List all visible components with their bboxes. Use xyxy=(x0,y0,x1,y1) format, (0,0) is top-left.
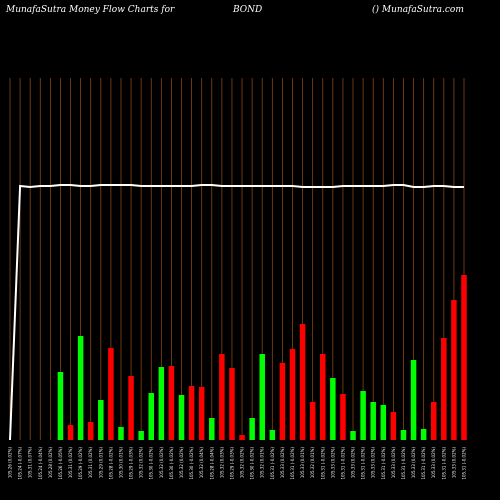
money-flow-bar xyxy=(188,386,195,440)
x-tick-label: 105.31 (-0.02%) xyxy=(441,447,446,480)
x-tick-label: 105.32 (0.02%) xyxy=(159,447,164,479)
x-tick-label: 105.32 (0.02%) xyxy=(139,447,144,479)
x-tick-label: 105.31 (0.02%) xyxy=(68,447,73,479)
money-flow-bar xyxy=(269,430,276,440)
money-flow-bar xyxy=(350,431,356,440)
x-tick-label: 105.31 (-0.02%) xyxy=(401,447,406,480)
x-tick-label: 105.33 (0.02%) xyxy=(451,447,456,479)
x-tick-label: 105.29 (0.01%) xyxy=(98,447,103,479)
money-flow-bar xyxy=(108,348,114,440)
x-tick-label: 105.30 (-0.02%) xyxy=(149,447,154,480)
x-tick-label: 105.33 (0.02%) xyxy=(431,447,436,479)
money-flow-bar xyxy=(168,366,175,440)
money-flow-bar xyxy=(340,394,346,440)
x-tick-label: 105.32 (0.02%) xyxy=(240,447,245,479)
money-flow-bar xyxy=(289,349,296,440)
money-flow-bar xyxy=(138,431,144,440)
money-flow-bar xyxy=(57,372,64,440)
money-flow-bar xyxy=(380,405,387,440)
x-tick-label: 105.31 (-0.02%) xyxy=(462,447,467,480)
x-tick-label: 105.26 (-0.05%) xyxy=(58,447,63,480)
x-tick-label: 105.31 (-0.02%) xyxy=(361,447,366,480)
money-flow-bar xyxy=(299,324,306,440)
line-layer xyxy=(9,184,464,441)
money-flow-bar xyxy=(148,393,154,440)
money-flow-bar xyxy=(410,360,417,440)
x-tick-label: 105.29 (-0.02%) xyxy=(78,447,83,480)
money-flow-bar xyxy=(370,402,376,440)
money-flow-bar xyxy=(309,402,316,440)
money-flow-bar xyxy=(320,354,326,440)
x-tick-label: 105.24 (-0.04%) xyxy=(38,447,43,480)
money-flow-bar xyxy=(259,354,265,440)
money-flow-bar xyxy=(420,429,427,440)
money-flow-bar xyxy=(118,427,124,440)
money-flow-bar xyxy=(451,300,457,440)
x-tick-label: 105.32 (0.04%) xyxy=(199,447,204,479)
x-tick-label: 105.30 (-0.02%) xyxy=(250,447,255,480)
money-flow-bar xyxy=(209,418,215,440)
x-tick-label: 105.31 (-0.02%) xyxy=(290,447,295,480)
x-tick-label: 105.31 (-0.02%) xyxy=(421,447,426,480)
x-tick-label: 105.30 (-0.02%) xyxy=(189,447,194,480)
money-flow-bar xyxy=(249,418,255,440)
money-flow-bar xyxy=(98,400,104,440)
x-tick-label: 105.24 (-0.07%) xyxy=(18,447,23,480)
header-symbol: BOND xyxy=(232,5,262,15)
x-tick-label: 105.28 (0.02%) xyxy=(48,447,53,479)
x-tick-label: 105.30 (0.01%) xyxy=(118,447,123,479)
money-flow-bar xyxy=(158,367,165,440)
money-flow-bar xyxy=(461,275,467,440)
x-tick-label: 105.29 (-0.03%) xyxy=(229,447,234,480)
x-tick-label: 105.31 (-0.02%) xyxy=(381,447,386,480)
price-line xyxy=(9,184,464,441)
money-flow-bar xyxy=(178,395,185,440)
x-tick-label: 105.28 (-0.04%) xyxy=(209,447,214,480)
x-tick-label: 105.29 (-0.03%) xyxy=(129,447,134,480)
x-tick-label: 105.33 (0.02%) xyxy=(351,447,356,479)
money-flow-bar xyxy=(67,425,74,440)
x-tick-label: 105.31 (0.07%) xyxy=(28,447,33,479)
x-tick-label: 105.33 (0.02%) xyxy=(330,447,335,479)
x-tick-label: 105.33 (0.01%) xyxy=(300,447,305,479)
tick-layer: 105.26 (0.02%) 105.24 (-0.07%) 105.31 (0.0… xyxy=(8,447,467,480)
x-tick-label: 105.32 (0.02%) xyxy=(179,447,184,479)
money-flow-bar xyxy=(87,422,94,440)
money-flow-bar xyxy=(128,376,134,440)
x-tick-label: 105.26 (0.02%) xyxy=(8,447,13,479)
x-tick-label: 105.32 (0.01%) xyxy=(310,447,315,479)
x-tick-label: 105.33 (0.02%) xyxy=(411,447,416,479)
x-tick-label: 105.33 (0.02%) xyxy=(371,447,376,479)
money-flow-bar xyxy=(330,378,336,440)
money-flow-bar xyxy=(400,430,407,440)
money-flow-bar xyxy=(219,354,225,440)
money-flow-bar xyxy=(198,387,205,440)
x-tick-label: 105.31 (-0.02%) xyxy=(320,447,325,480)
money-flow-bar xyxy=(390,412,397,440)
x-tick-label: 105.30 (-0.02%) xyxy=(169,447,174,480)
money-flow-bar xyxy=(360,391,366,440)
x-tick-label: 105.33 (0.02%) xyxy=(391,447,396,479)
money-flow-bar xyxy=(279,363,286,440)
header-site-text: () MunafaSutra.com xyxy=(372,4,464,15)
x-tick-label: 105.31 (-0.02%) xyxy=(270,447,275,480)
bar-layer xyxy=(57,275,467,440)
x-tick-label: 105.31 (-0.02%) xyxy=(340,447,345,480)
money-flow-bar xyxy=(430,402,437,440)
x-tick-label: 105.33 (0.02%) xyxy=(280,447,285,479)
money-flow-bar xyxy=(77,336,84,440)
money-flow-bar xyxy=(239,435,245,440)
x-tick-label: 105.28 (-0.02%) xyxy=(108,447,113,480)
money-flow-bar xyxy=(229,368,235,440)
header-left-text: MunafaSutra Money Flow Charts for xyxy=(5,5,175,15)
x-tick-label: 105.32 (0.03%) xyxy=(219,447,224,479)
x-tick-label: 105.32 (0.01%) xyxy=(260,447,265,479)
money-flow-bar xyxy=(441,338,447,440)
x-tick-label: 105.31 (0.02%) xyxy=(88,447,93,479)
